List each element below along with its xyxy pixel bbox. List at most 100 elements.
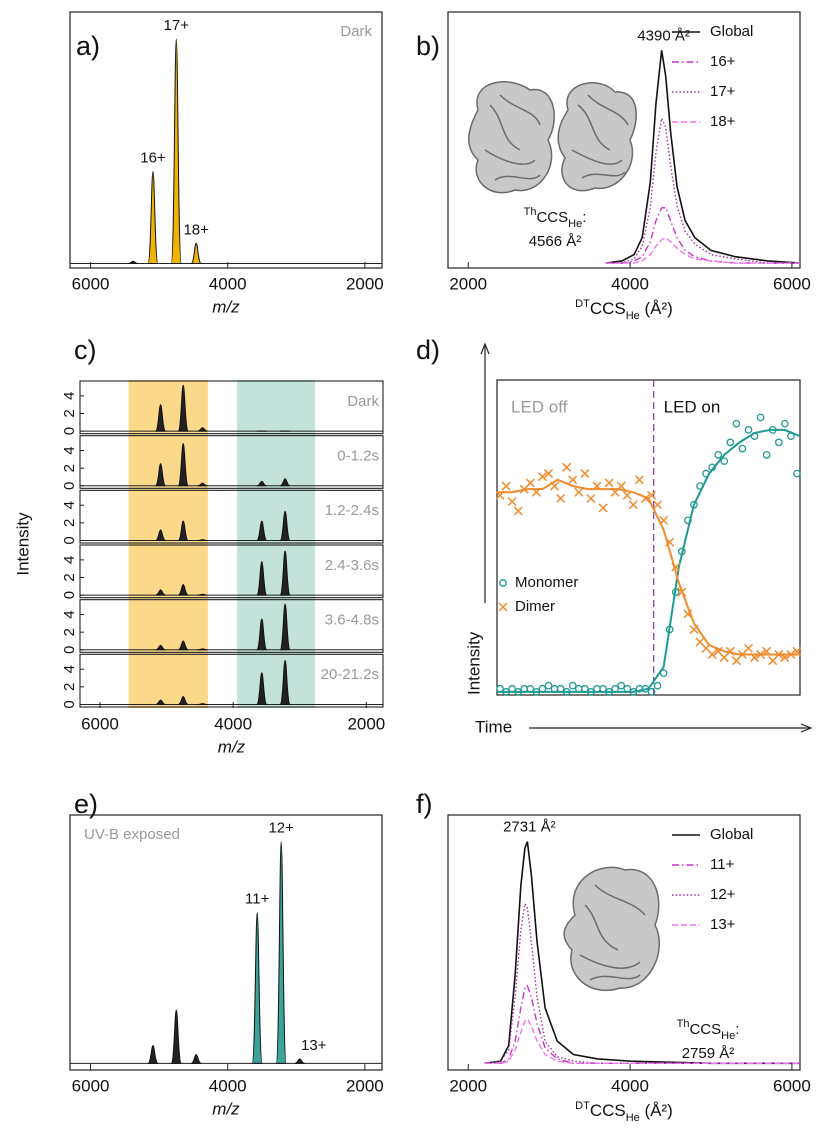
peak — [178, 584, 189, 596]
data-point — [508, 684, 517, 693]
peak — [256, 561, 268, 596]
data-point — [708, 463, 716, 472]
structure-label: ThCCSHe: — [677, 1018, 740, 1042]
data-point — [622, 490, 632, 500]
peak-label: 16+ — [140, 149, 166, 166]
legend-label: 13+ — [710, 916, 736, 933]
y-tick-label: 0 — [61, 427, 78, 435]
peak — [170, 1009, 182, 1064]
peak — [197, 648, 208, 651]
data-point — [756, 649, 766, 659]
x-axis-label-part: CCS — [590, 1101, 626, 1120]
x-tick-label: 6000 — [72, 1076, 110, 1095]
panel-title: UV-B exposed — [84, 826, 180, 843]
y-tick-label: 0 — [61, 700, 78, 708]
data-point — [502, 688, 510, 696]
peak — [197, 593, 208, 596]
data-point — [525, 478, 535, 488]
peak — [197, 482, 208, 487]
structure-label-part: : — [582, 209, 586, 226]
data-point — [768, 426, 777, 434]
y-tick-label: 4 — [61, 392, 78, 400]
plot-frame — [69, 11, 383, 269]
arrow-head — [480, 342, 490, 355]
data-point — [581, 684, 589, 693]
data-point — [671, 588, 680, 596]
x-axis-label: DTCCSHe (Å²) — [575, 1100, 673, 1124]
plot-frame — [447, 11, 801, 269]
x-axis-label-part: (Å²) — [640, 1101, 673, 1120]
legend-label: Global — [710, 23, 753, 40]
peak — [155, 463, 167, 487]
data-point — [690, 500, 698, 509]
data-point — [495, 490, 505, 500]
row-label: 0-1.2s — [337, 448, 379, 465]
x-axis-label: m/z — [218, 737, 246, 756]
legend-marker — [499, 579, 507, 587]
data-point — [543, 469, 554, 479]
data-point — [623, 684, 632, 693]
peak — [190, 242, 202, 265]
x-tick-label: 6000 — [773, 274, 811, 293]
x-axis-label-part: DT — [575, 1100, 590, 1112]
protein-strand — [579, 884, 646, 981]
peak-label: 11+ — [245, 891, 270, 908]
x-tick-label: 4000 — [209, 274, 247, 293]
data-point — [628, 500, 638, 510]
curve — [484, 1017, 800, 1065]
data-point — [617, 681, 626, 690]
x-tick-label: 4000 — [611, 1076, 649, 1095]
protein-dimer — [468, 81, 637, 194]
data-point — [599, 684, 607, 693]
x-tick-label: 2000 — [346, 274, 384, 293]
x-axis-label: DTCCSHe (Å²) — [575, 298, 673, 322]
data-point — [677, 547, 686, 556]
data-point — [750, 653, 760, 663]
row-label: 2.4-3.6s — [325, 557, 379, 574]
data-point — [786, 649, 796, 659]
row-frame — [79, 380, 384, 435]
x-tick-label: 4000 — [611, 274, 649, 293]
data-point — [640, 493, 651, 504]
data-point — [556, 493, 566, 504]
peak — [279, 550, 291, 596]
curve — [605, 207, 800, 264]
data-point — [604, 478, 614, 488]
data-point — [647, 688, 656, 696]
x-tick-label: 2000 — [346, 1076, 384, 1095]
structure-value: 4566 Å² — [529, 233, 582, 250]
x-tick-label: 2000 — [347, 714, 385, 733]
structure-value: 2759 Å² — [682, 1045, 735, 1062]
data-point — [587, 688, 595, 696]
peak-label: 17+ — [164, 17, 190, 34]
peak — [155, 529, 166, 541]
peak — [128, 260, 139, 265]
data-point — [544, 681, 553, 690]
peak — [177, 442, 189, 487]
x-tick-label: 6000 — [81, 714, 119, 733]
peak — [197, 539, 208, 541]
data-point — [696, 482, 704, 490]
data-point — [514, 688, 523, 696]
data-point — [646, 490, 657, 500]
data-point — [653, 500, 663, 510]
data-point — [720, 457, 729, 465]
y-tick-label: 2 — [61, 628, 78, 636]
y-tick-label: 2 — [61, 683, 78, 691]
x-axis-label-part: (Å²) — [640, 299, 673, 318]
peak — [256, 672, 268, 705]
data-point — [738, 444, 747, 453]
y-tick-label: 2 — [61, 464, 78, 472]
region-label: LED on — [664, 397, 721, 416]
peak — [155, 699, 166, 705]
protein-strand — [484, 94, 541, 181]
peak — [197, 427, 208, 432]
curve — [605, 116, 800, 264]
data-point — [792, 646, 802, 656]
panel-label: e) — [74, 789, 98, 819]
peak — [275, 841, 287, 1064]
plot-frame — [447, 814, 801, 1071]
peak — [294, 1058, 305, 1064]
data-point — [641, 684, 650, 693]
